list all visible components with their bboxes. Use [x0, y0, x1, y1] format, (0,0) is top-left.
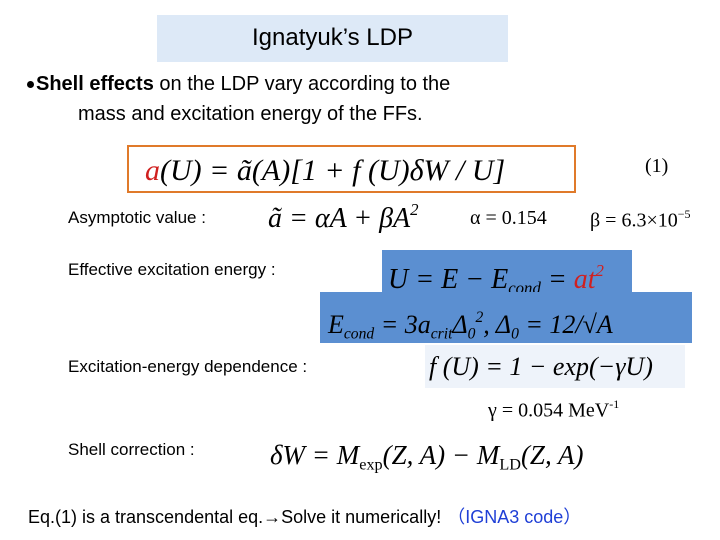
eq-part: 0 — [467, 325, 476, 343]
eq-part: 2 — [475, 309, 484, 326]
bullet-line: mass and excitation energy of the FFs. — [78, 103, 423, 125]
equation: Econd = 3acritΔ02, Δ0 = 12/√A — [320, 292, 692, 343]
eq-part: γ = 0.054 MeV — [488, 399, 610, 422]
equation: α = 0.154 — [470, 207, 547, 230]
bullet-dot — [27, 81, 34, 88]
eq-part: a — [145, 154, 160, 187]
eq-part: at — [573, 263, 596, 295]
eq-part: = 3a — [374, 309, 431, 339]
eq-part: (Z, A) − M — [382, 440, 500, 470]
eq-part: β = 6.3×10 — [590, 209, 678, 232]
eq-part: −5 — [677, 207, 691, 221]
equation: f (U) = 1 − exp(−γU) — [425, 345, 685, 388]
eq-part: (U) = ã(A)[1 + f (U)δW / U] — [160, 154, 506, 187]
eq-part: = — [540, 263, 574, 295]
eq-part: 2 — [410, 200, 419, 219]
equation-number: (1) — [645, 155, 669, 177]
row-label: Excitation-energy dependence : — [68, 357, 308, 376]
bullet-line: Shell effects on the LDP vary according … — [36, 73, 450, 96]
eq-part: ã = αA + βA — [268, 202, 411, 234]
equation: δW = Mexp(Z, A) − MLD(Z, A) — [270, 440, 583, 475]
text: on the LDP vary according to the — [153, 73, 451, 95]
footer-note: （IGNA3 code） — [447, 507, 582, 527]
eq-part: 2 — [595, 261, 604, 280]
eq-part: (Z, A) — [520, 440, 584, 470]
equation: ã = αA + βA2 — [268, 200, 419, 235]
row-label: Asymptotic value : — [68, 208, 206, 227]
eq-part: = 12/√A — [518, 309, 613, 339]
title: Ignatyuk’s LDP — [252, 24, 413, 51]
equation: β = 6.3×10−5 — [590, 207, 691, 232]
footer: Eq.(1) is a transcendental eq.→Solve it … — [28, 503, 581, 529]
eq-part: cond — [343, 325, 375, 343]
eq-part: E — [328, 309, 344, 339]
eq-part: 0 — [511, 325, 519, 343]
eq-part: , Δ — [483, 309, 512, 339]
eq-part: δW = M — [270, 440, 360, 470]
bold-text: Shell effects — [36, 73, 154, 95]
equation: γ = 0.054 MeV-1 — [488, 397, 619, 422]
eq-part: LD — [499, 455, 521, 474]
equation: U = E − Econd = at2 — [382, 250, 632, 298]
title-box — [157, 15, 508, 62]
eq-part: -1 — [609, 397, 620, 411]
eq-part: exp — [359, 455, 383, 474]
eq-part: f (U) = 1 − exp(−γU) — [429, 352, 653, 381]
eq-part: U = E − E — [388, 263, 509, 295]
main-equation: a(U) = ã(A)[1 + f (U)δW / U] — [127, 145, 576, 193]
footer-text: Eq.(1) is a transcendental eq.→Solve it … — [28, 507, 442, 527]
eq-part: α = 0.154 — [470, 207, 547, 229]
eq-part: Δ — [452, 309, 468, 339]
eq-part: crit — [430, 325, 453, 343]
row-label: Shell correction : — [68, 440, 195, 459]
row-label: Effective excitation energy : — [68, 260, 276, 279]
